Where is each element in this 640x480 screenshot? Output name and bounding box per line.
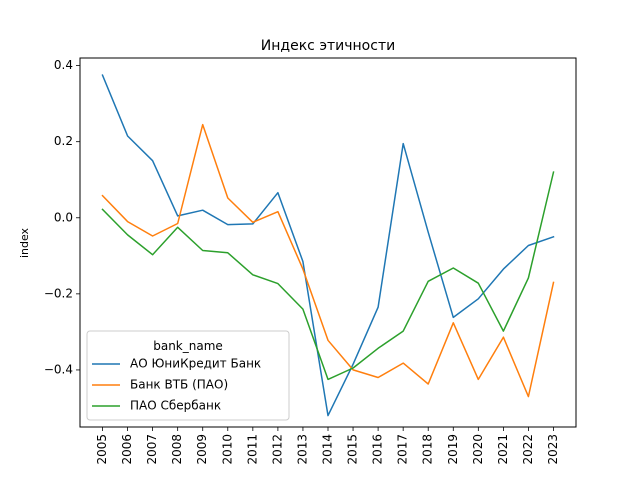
y-tick-label: 0.4 <box>54 58 73 72</box>
x-tick-label: 2006 <box>120 434 134 465</box>
x-tick-label: 2023 <box>546 434 560 465</box>
y-axis: −0.4 −0.2 0.0 0.2 0.4 <box>44 58 80 376</box>
x-tick-label: 2020 <box>471 434 485 465</box>
y-axis-label: index <box>18 227 31 258</box>
legend-entry-3: ПАО Сбербанк <box>130 399 221 413</box>
x-tick-label: 2015 <box>346 434 360 465</box>
x-tick-label: 2016 <box>371 434 385 465</box>
x-tick-label: 2014 <box>321 434 335 465</box>
legend: bank_name АО ЮниКредит Банк Банк ВТБ (ПАО… <box>87 331 289 420</box>
x-tick-label: 2013 <box>295 434 309 465</box>
y-tick-label: −0.2 <box>44 286 73 300</box>
y-tick-label: −0.4 <box>44 362 73 376</box>
x-tick-label: 2007 <box>145 434 159 465</box>
y-tick-label: 0.0 <box>54 210 73 224</box>
y-tick-label: 0.2 <box>54 134 73 148</box>
x-tick-label: 2021 <box>496 434 510 465</box>
x-tick-label: 2022 <box>521 434 535 465</box>
x-tick-label: 2010 <box>220 434 234 465</box>
x-tick-label: 2018 <box>421 434 435 465</box>
chart-title: Индекс этичности <box>261 38 395 54</box>
legend-title: bank_name <box>153 339 223 353</box>
x-tick-label: 2011 <box>245 434 259 465</box>
x-tick-label: 2017 <box>396 434 410 465</box>
x-tick-label: 2019 <box>446 434 460 465</box>
legend-entry-2: Банк ВТБ (ПАО) <box>130 378 228 392</box>
x-tick-label: 2008 <box>170 434 184 465</box>
x-tick-label: 2005 <box>95 434 109 465</box>
x-axis: 2005 2006 2007 2008 2009 2010 2011 2012 2013 2014… <box>95 427 560 465</box>
x-tick-label: 2009 <box>195 434 209 465</box>
x-tick-label: 2012 <box>270 434 284 465</box>
legend-entry-1: АО ЮниКредит Банк <box>130 357 261 371</box>
